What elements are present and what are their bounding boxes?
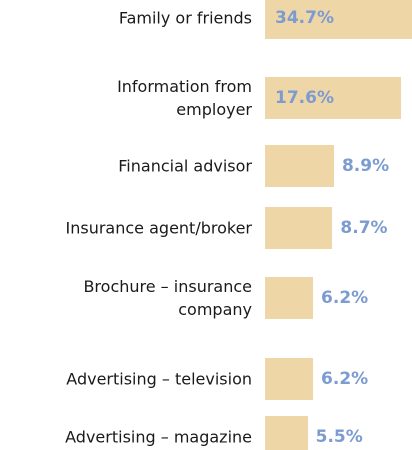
bar bbox=[265, 358, 314, 400]
value-label: 34.7% bbox=[275, 8, 334, 28]
bar bbox=[265, 77, 402, 119]
value-label: 5.5% bbox=[315, 427, 363, 447]
value-label: 8.9% bbox=[341, 156, 390, 176]
category-label: Insurance agent/broker bbox=[65, 218, 252, 238]
category-label: Brochure – insurance company bbox=[83, 277, 252, 319]
category-label: Family or friends bbox=[118, 8, 252, 28]
bar bbox=[265, 277, 314, 319]
value-label: 17.6% bbox=[275, 88, 334, 108]
bar bbox=[265, 207, 333, 249]
value-label: 6.2% bbox=[321, 369, 369, 389]
category-label: Financial advisor bbox=[118, 156, 252, 176]
category-label: Advertising – magazine bbox=[65, 427, 252, 447]
category-label: Advertising – television bbox=[66, 369, 252, 389]
value-label: 6.2% bbox=[321, 288, 369, 308]
value-label: 8.7% bbox=[340, 218, 388, 238]
bar bbox=[265, 0, 412, 39]
bar bbox=[265, 416, 308, 450]
bar bbox=[265, 145, 334, 187]
category-label: Information from employer bbox=[117, 77, 252, 119]
